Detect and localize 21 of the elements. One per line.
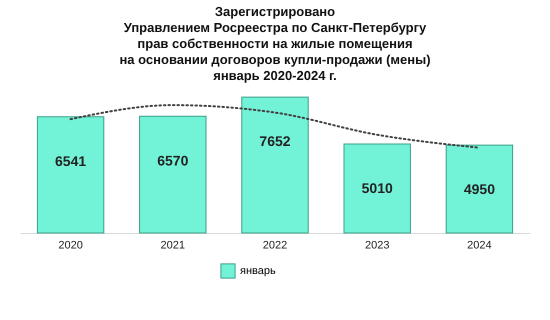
bar	[139, 116, 207, 234]
x-tick-label: 2020	[58, 240, 83, 252]
text: Управлением Росреестра по Санкт-Петербургу	[124, 20, 426, 35]
text: прав собственности на жилые помещения	[137, 36, 413, 51]
bar	[36, 116, 104, 234]
data-label: 6541	[55, 152, 86, 169]
data-label: 7652	[259, 133, 291, 150]
data-label: 5010	[362, 180, 393, 196]
x-tick-label: 2021	[160, 240, 186, 252]
legend-label: январь	[240, 265, 276, 277]
text: январь 2020-2024 г.	[213, 68, 337, 83]
bar	[446, 144, 514, 234]
text: Зарегистрировано	[214, 4, 336, 19]
bar	[241, 96, 309, 234]
data-label: 4950	[464, 181, 496, 198]
text: на основании договоров купли-продажи (мены)	[119, 52, 431, 67]
data-label: 6570	[157, 152, 189, 168]
bar	[343, 144, 411, 234]
x-tick-label: 2024	[467, 240, 492, 252]
x-tick-label: 2022	[262, 240, 288, 252]
x-tick-label: 2023	[364, 240, 390, 252]
